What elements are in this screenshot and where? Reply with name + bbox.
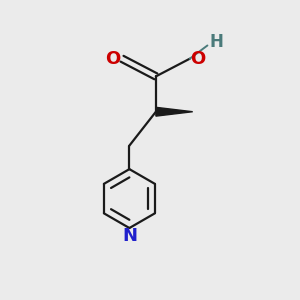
Polygon shape [156,107,193,116]
Text: O: O [190,50,206,68]
Text: N: N [122,227,137,245]
Text: O: O [106,50,121,68]
Text: H: H [209,33,223,51]
